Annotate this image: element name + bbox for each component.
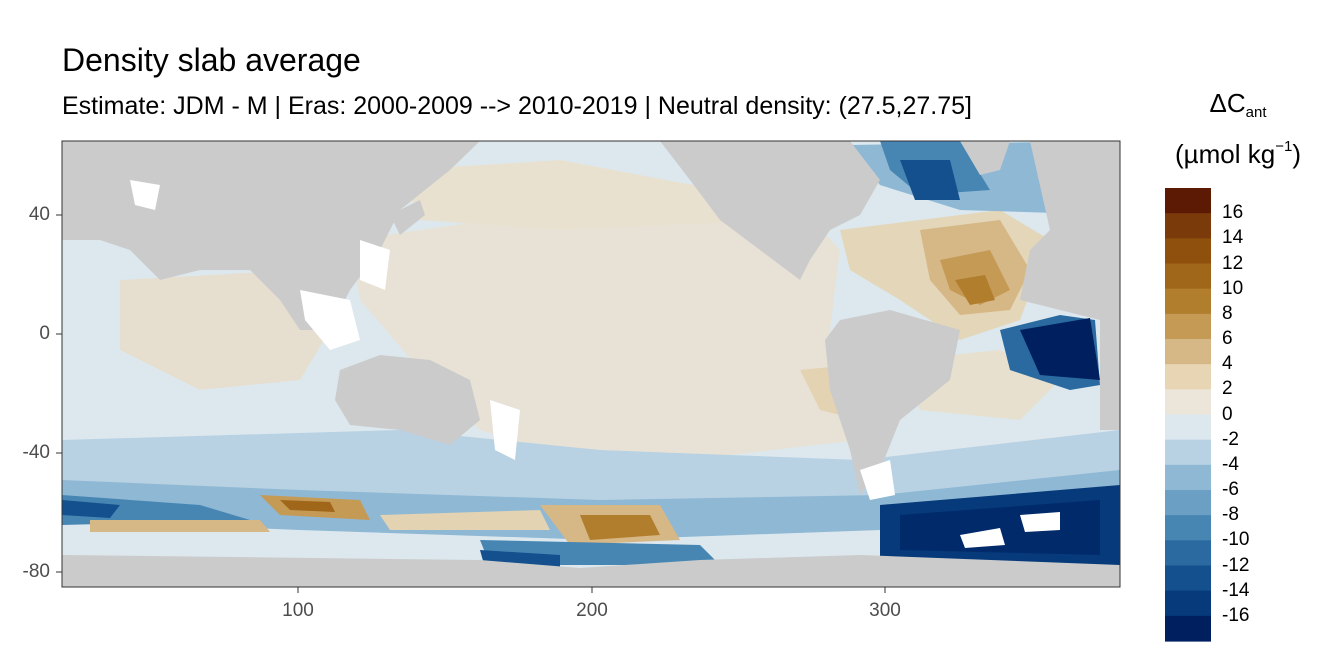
- land-masses: [62, 141, 1120, 587]
- legend-label: -10: [1222, 529, 1250, 551]
- x-tick-label: 300: [869, 600, 901, 621]
- legend-swatch: [1165, 288, 1211, 315]
- y-tick-label: 0: [39, 323, 50, 344]
- panel-border: [61, 140, 1121, 588]
- x-axis-ticks: [297, 587, 886, 593]
- legend-swatch: [1165, 188, 1211, 214]
- legend-colorbar: [1165, 188, 1211, 642]
- legend-label: -14: [1222, 579, 1250, 601]
- legend-swatch: [1165, 238, 1211, 265]
- legend-label: -6: [1222, 479, 1239, 500]
- legend-label: 8: [1222, 302, 1233, 324]
- x-tick-label: 100: [282, 600, 314, 621]
- legend-label: 16: [1222, 202, 1244, 224]
- legend-swatch: [1165, 490, 1211, 516]
- legend-label: -16: [1222, 604, 1250, 626]
- legend-swatch: [1165, 615, 1211, 642]
- legend-swatch: [1165, 263, 1211, 290]
- legend-unit: (µmol kg−1): [1175, 138, 1301, 169]
- x-tick-label: 200: [576, 600, 608, 621]
- legend-label: 12: [1222, 252, 1244, 274]
- legend-swatch: [1165, 414, 1211, 441]
- legend-swatch: [1165, 565, 1211, 592]
- map-title: Density slab average: [62, 42, 361, 78]
- legend-swatch: [1165, 464, 1211, 491]
- legend-label: 2: [1222, 378, 1233, 400]
- legend-label: 14: [1222, 227, 1244, 249]
- map-subtitle: Estimate: JDM - M | Eras: 2000-2009 --> …: [62, 92, 972, 120]
- legend-swatch: [1165, 389, 1211, 416]
- legend-label: -2: [1222, 428, 1239, 450]
- y-axis-ticks: [56, 214, 62, 573]
- ocean-fields: [62, 141, 1120, 570]
- legend-label: -12: [1222, 554, 1250, 576]
- y-tick-label: -80: [22, 561, 50, 582]
- legend-title: ΔCant: [1209, 88, 1267, 121]
- legend-swatch: [1165, 540, 1211, 567]
- y-tick-label: 40: [28, 204, 50, 225]
- legend-swatch: [1165, 515, 1211, 541]
- legend-swatch: [1165, 439, 1211, 466]
- legend-label: 0: [1222, 403, 1233, 425]
- y-tick-label: -40: [22, 442, 50, 463]
- legend-swatch: [1165, 364, 1211, 390]
- legend-label: -8: [1222, 504, 1239, 526]
- legend-label: -4: [1222, 453, 1239, 475]
- legend-swatch: [1165, 213, 1211, 239]
- legend-swatch: [1165, 313, 1211, 340]
- legend-swatch: [1165, 590, 1211, 617]
- legend-label: 10: [1222, 277, 1244, 299]
- missing-data-patches: [130, 180, 1060, 548]
- legend-label: 6: [1222, 328, 1233, 349]
- legend-label: 4: [1222, 353, 1233, 375]
- legend-swatch: [1165, 339, 1211, 365]
